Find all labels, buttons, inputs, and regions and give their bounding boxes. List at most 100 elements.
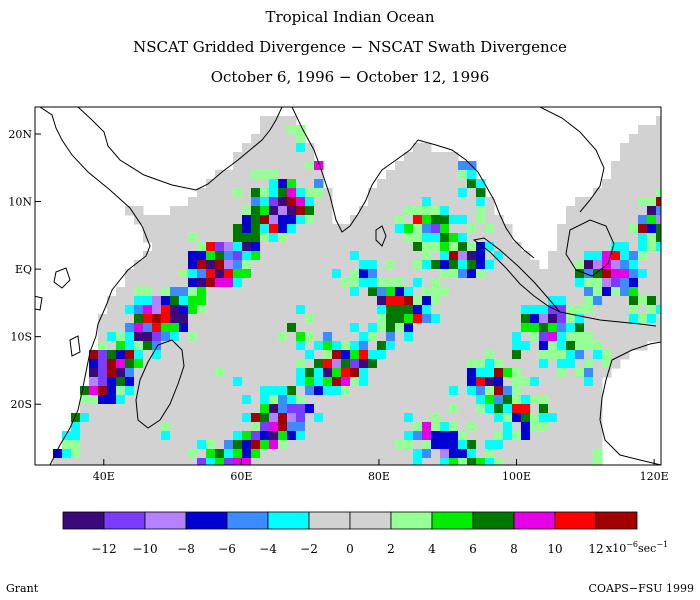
field-cell (233, 161, 243, 171)
field-cell (359, 431, 369, 441)
field-cell (422, 179, 432, 189)
field-cell (413, 431, 423, 441)
field-cell (251, 197, 261, 207)
field-cell (377, 422, 387, 432)
field-cell (530, 377, 540, 387)
field-cell (323, 278, 333, 288)
field-cell (386, 377, 396, 387)
field-cell (575, 260, 585, 270)
field-cell (584, 233, 594, 243)
field-cell (341, 404, 351, 414)
field-cell (422, 314, 432, 324)
field-cell (431, 386, 441, 396)
field-cell (566, 359, 576, 369)
field-cell (557, 251, 567, 261)
field-cell (269, 305, 279, 315)
field-cell (647, 152, 657, 162)
field-cell (161, 341, 171, 351)
field-cell (287, 386, 297, 396)
field-cell (656, 143, 661, 153)
field-cell (368, 260, 378, 270)
field-cell (341, 260, 351, 270)
field-cell (377, 197, 387, 207)
field-cell (485, 449, 495, 459)
field-cell (359, 359, 369, 369)
field-cell (260, 125, 270, 135)
field-cell (485, 404, 495, 414)
field-cell (521, 260, 531, 270)
field-cell (152, 404, 162, 414)
field-cell (179, 206, 189, 216)
field-cell (584, 404, 594, 414)
field-cell (314, 431, 324, 441)
field-cell (575, 368, 585, 378)
field-cell (260, 404, 270, 414)
field-cell (215, 368, 225, 378)
field-cell (350, 314, 360, 324)
field-cell (647, 143, 657, 153)
field-cell (143, 215, 153, 225)
field-cell (71, 431, 81, 441)
field-cell (269, 458, 279, 465)
field-cell (620, 287, 630, 297)
field-cell (350, 296, 360, 306)
field-cell (458, 413, 468, 423)
field-cell (98, 413, 108, 423)
field-cell (296, 188, 306, 198)
field-cell (521, 287, 531, 297)
field-cell (278, 242, 288, 252)
field-cell (170, 449, 180, 459)
field-cell (593, 260, 603, 270)
field-cell (575, 269, 585, 279)
field-cell (278, 449, 288, 459)
field-cell (512, 314, 522, 324)
field-cell (629, 206, 639, 216)
field-cell (143, 395, 153, 405)
field-cell (161, 242, 171, 252)
field-cell (170, 395, 180, 405)
field-cell (440, 341, 450, 351)
field-cell (413, 296, 423, 306)
field-cell (314, 377, 324, 387)
field-cell (206, 440, 216, 450)
field-cell (440, 368, 450, 378)
field-cell (602, 215, 612, 225)
field-cell (341, 368, 351, 378)
field-cell (206, 386, 216, 396)
field-cell (431, 170, 441, 180)
field-cell (422, 431, 432, 441)
field-cell (287, 251, 297, 261)
field-cell (593, 350, 603, 360)
field-cell (656, 314, 661, 324)
field-cell (197, 386, 207, 396)
colorbar-swatch (390, 511, 433, 530)
field-cell (179, 332, 189, 342)
field-cell (485, 332, 495, 342)
field-cell (548, 413, 558, 423)
field-cell (125, 332, 135, 342)
field-cell (224, 341, 234, 351)
field-cell (521, 332, 531, 342)
field-cell (296, 170, 306, 180)
field-cell (278, 116, 288, 126)
field-cell (512, 395, 522, 405)
field-cell (449, 458, 459, 465)
field-cell (197, 368, 207, 378)
field-cell (233, 251, 243, 261)
field-cell (395, 224, 405, 234)
field-cell (512, 332, 522, 342)
field-cell (305, 251, 315, 261)
field-cell (440, 206, 450, 216)
field-cell (386, 251, 396, 261)
field-cell (170, 422, 180, 432)
field-cell (449, 368, 459, 378)
field-cell (170, 332, 180, 342)
field-cell (278, 134, 288, 144)
field-cell (620, 188, 630, 198)
field-cell (485, 440, 495, 450)
colorbar-swatch (226, 511, 269, 530)
field-cell (620, 206, 630, 216)
field-cell (368, 206, 378, 216)
field-cell (188, 413, 198, 423)
field-cell (116, 431, 126, 441)
